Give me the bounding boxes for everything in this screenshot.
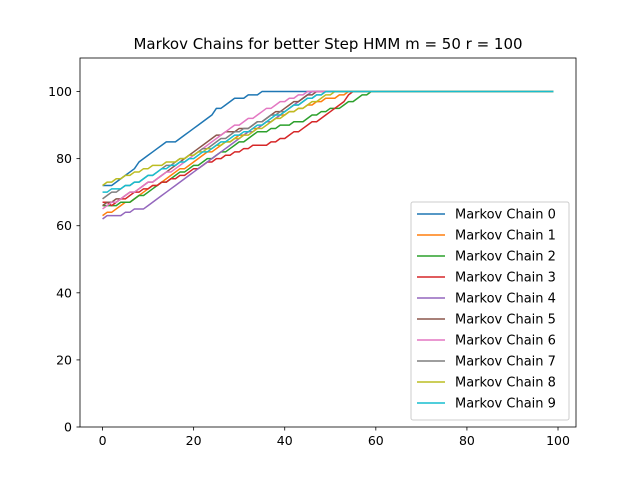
- legend-label-8: Markov Chain 8: [455, 376, 556, 391]
- series-layer: [102, 90, 554, 220]
- legend-label-5: Markov Chain 5: [455, 313, 556, 328]
- y-tick-label: 40: [56, 285, 72, 300]
- x-tick-label: 100: [546, 433, 570, 448]
- series-line-9: [102, 90, 554, 193]
- y-tick-label: 0: [64, 420, 72, 435]
- legend: Markov Chain 0 Markov Chain 1 Markov Chain…: [410, 201, 570, 421]
- y-tick-label: 100: [48, 84, 72, 99]
- legend-label-4: Markov Chain 4: [455, 292, 556, 307]
- legend-label-3: Markov Chain 3: [455, 271, 556, 286]
- legend-label-9: Markov Chain 9: [455, 397, 556, 412]
- legend-label-7: Markov Chain 7: [455, 355, 556, 370]
- x-tick-label: 20: [186, 433, 202, 448]
- y-tick-label: 80: [56, 151, 72, 166]
- legend-label-0: Markov Chain 0: [455, 208, 556, 223]
- x-tick-label: 40: [277, 433, 293, 448]
- legend-box: [410, 201, 570, 421]
- y-tick-label: 60: [56, 218, 72, 233]
- x-tick-label: 60: [368, 433, 384, 448]
- x-tick-label: 80: [459, 433, 475, 448]
- chart-title: Markov Chains for better Step HMM m = 50…: [133, 35, 522, 53]
- legend-label-6: Markov Chain 6: [455, 334, 556, 349]
- legend-label-2: Markov Chain 2: [455, 250, 556, 265]
- x-tick-label: 0: [99, 433, 107, 448]
- legend-label-1: Markov Chain 1: [455, 229, 556, 244]
- axes-layer: 0 20 40 60 80 100 0 20 40 60 80 100: [48, 57, 577, 448]
- y-tick-label: 20: [56, 352, 72, 367]
- plot-frame: [79, 57, 577, 428]
